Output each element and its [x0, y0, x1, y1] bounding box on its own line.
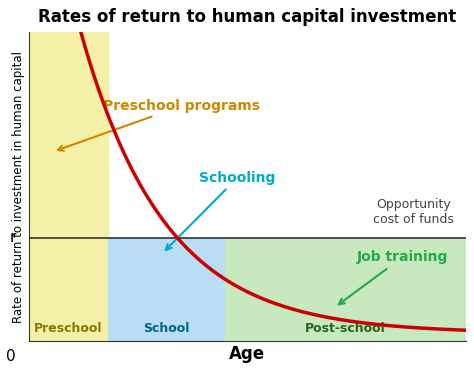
- Text: Preschool programs: Preschool programs: [58, 99, 260, 151]
- Text: School: School: [143, 322, 190, 335]
- X-axis label: Age: Age: [229, 346, 265, 363]
- Bar: [29, 32, 108, 341]
- Text: 0: 0: [6, 349, 16, 364]
- Bar: [108, 238, 226, 341]
- Title: Rates of return to human capital investment: Rates of return to human capital investm…: [38, 8, 456, 26]
- Text: Opportunity
cost of funds: Opportunity cost of funds: [373, 198, 454, 225]
- Bar: [226, 238, 465, 341]
- Text: r: r: [9, 230, 16, 245]
- Text: Job training: Job training: [339, 250, 448, 304]
- Y-axis label: Rate of return to investment in human capital: Rate of return to investment in human ca…: [12, 51, 25, 323]
- Text: Preschool: Preschool: [34, 322, 102, 335]
- Text: Post-school: Post-school: [305, 322, 386, 335]
- Text: Schooling: Schooling: [166, 171, 276, 250]
